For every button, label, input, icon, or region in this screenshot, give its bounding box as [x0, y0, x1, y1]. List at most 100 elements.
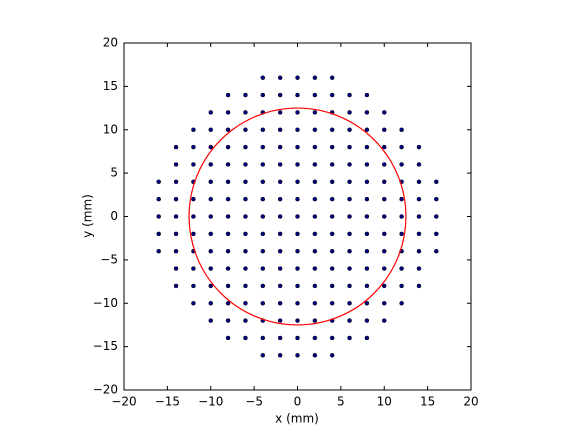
point — [364, 214, 370, 219]
point — [173, 266, 179, 271]
point — [225, 144, 231, 150]
point — [225, 162, 231, 167]
point — [364, 266, 370, 271]
point — [416, 162, 422, 167]
point — [208, 231, 213, 237]
point — [225, 110, 231, 115]
point — [208, 179, 213, 185]
point — [312, 266, 318, 271]
y-tick-label: 15 — [103, 79, 118, 93]
point — [295, 353, 300, 358]
point — [295, 318, 300, 323]
point — [329, 162, 335, 167]
point — [382, 318, 387, 323]
point — [434, 196, 439, 202]
y-tick-label: 5 — [110, 166, 118, 180]
x-tick-label: −15 — [155, 395, 180, 409]
point — [277, 318, 283, 323]
y-tick-label: 20 — [103, 36, 118, 50]
point — [243, 162, 248, 167]
x-tick-label: −5 — [245, 395, 263, 409]
point — [364, 196, 370, 202]
point — [312, 162, 318, 167]
point — [208, 301, 213, 306]
point — [416, 283, 422, 289]
point — [277, 248, 283, 254]
point — [156, 248, 161, 254]
point — [416, 214, 422, 219]
point — [225, 318, 231, 323]
point — [382, 196, 387, 202]
point — [312, 301, 318, 306]
point — [312, 92, 318, 98]
point — [347, 162, 352, 167]
point — [347, 283, 352, 289]
point — [329, 75, 335, 80]
point — [208, 318, 213, 323]
point — [295, 179, 300, 185]
point — [225, 92, 231, 98]
point — [277, 179, 283, 185]
point — [277, 92, 283, 98]
point — [329, 144, 335, 150]
point — [173, 283, 179, 289]
point — [225, 248, 231, 254]
y-tick-label: −5 — [100, 252, 118, 266]
point — [382, 127, 387, 132]
point — [364, 92, 370, 98]
point — [295, 301, 300, 306]
point — [295, 144, 300, 150]
point — [312, 353, 318, 358]
point — [399, 144, 404, 150]
point — [208, 266, 213, 271]
point — [329, 353, 335, 358]
y-tick-label: 0 — [110, 209, 118, 223]
point — [434, 214, 439, 219]
point — [260, 179, 266, 185]
point — [225, 335, 231, 341]
point — [260, 162, 266, 167]
point — [225, 179, 231, 185]
point — [329, 179, 335, 185]
point — [243, 92, 248, 98]
point — [329, 127, 335, 132]
point — [156, 179, 161, 185]
point — [347, 248, 352, 254]
point — [260, 335, 266, 341]
point — [364, 231, 370, 237]
point — [295, 231, 300, 237]
point — [173, 196, 179, 202]
point — [208, 127, 213, 132]
x-tick-label: 15 — [420, 395, 435, 409]
point — [277, 301, 283, 306]
point — [347, 335, 352, 341]
point — [277, 75, 283, 80]
y-tick-label: 10 — [103, 122, 118, 136]
point — [329, 196, 335, 202]
point — [399, 127, 404, 132]
point — [277, 162, 283, 167]
point — [434, 248, 439, 254]
point — [312, 144, 318, 150]
point — [347, 214, 352, 219]
point — [364, 335, 370, 341]
point — [208, 196, 213, 202]
point — [295, 92, 300, 98]
point — [191, 301, 196, 306]
point — [399, 196, 404, 202]
point — [347, 144, 352, 150]
point — [277, 110, 283, 115]
point — [208, 144, 213, 150]
point — [191, 214, 196, 219]
point — [347, 179, 352, 185]
point — [312, 110, 318, 115]
y-axis-label: y (mm) — [81, 194, 95, 238]
point — [416, 179, 422, 185]
point — [243, 144, 248, 150]
point — [260, 75, 266, 80]
point — [277, 144, 283, 150]
point — [208, 214, 213, 219]
point — [382, 231, 387, 237]
point — [329, 92, 335, 98]
point — [312, 283, 318, 289]
